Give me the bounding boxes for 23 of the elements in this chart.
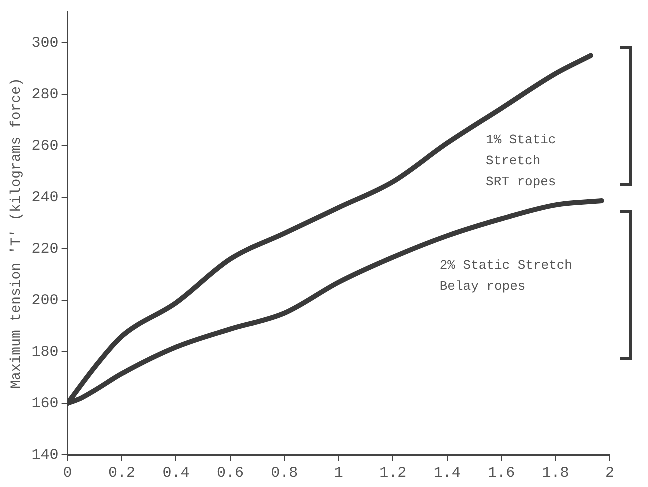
series-label: 1% Static Stretch SRT ropes bbox=[486, 132, 556, 190]
x-tick-label: 1.4 bbox=[434, 464, 461, 482]
x-tick-label: 1.2 bbox=[380, 464, 407, 482]
x-tick-label: 0 bbox=[63, 464, 72, 482]
series-label: 2% Static Stretch Belay ropes bbox=[440, 258, 572, 294]
y-tick-label: 160 bbox=[32, 395, 59, 412]
y-tick-label: 180 bbox=[32, 344, 59, 361]
x-tick-label: 1.6 bbox=[488, 464, 516, 482]
y-tick-label: 140 bbox=[32, 446, 59, 464]
x-tick-label: 0.8 bbox=[271, 464, 298, 482]
y-tick-label: 280 bbox=[32, 86, 59, 104]
y-tick-label: 240 bbox=[32, 189, 59, 206]
x-tick-label: 0.2 bbox=[108, 464, 136, 482]
y-tick-label: 300 bbox=[32, 34, 59, 52]
y-tick-label: 220 bbox=[32, 240, 59, 258]
y-axis-title: Maximum tension 'T' (kilograms force) bbox=[9, 78, 26, 389]
x-tick-label: 2 bbox=[605, 464, 615, 482]
x-tick-label: 1 bbox=[334, 464, 344, 482]
x-tick-label: 0.6 bbox=[216, 464, 244, 482]
y-tick-label: 200 bbox=[32, 292, 59, 310]
x-tick-label: 1.8 bbox=[542, 464, 570, 482]
y-tick-label: 260 bbox=[32, 138, 59, 155]
x-tick-label: 0.4 bbox=[162, 464, 190, 482]
